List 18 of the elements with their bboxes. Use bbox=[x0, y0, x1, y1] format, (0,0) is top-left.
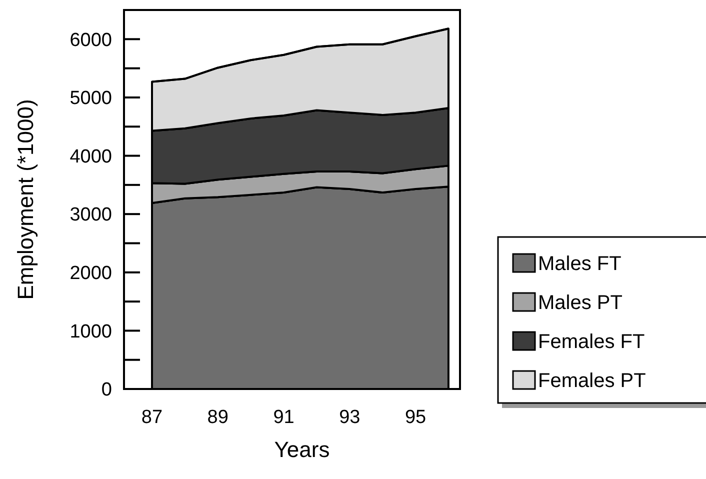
x-tick-label: 93 bbox=[339, 407, 360, 428]
legend-label: Males FT bbox=[538, 253, 622, 275]
y-tick-label: 3000 bbox=[70, 204, 112, 226]
y-tick-label: 2000 bbox=[70, 263, 112, 284]
x-tick-label: 87 bbox=[141, 407, 163, 428]
y-tick-label: 1000 bbox=[70, 321, 112, 342]
x-tick-label: 89 bbox=[207, 407, 228, 428]
y-tick-label: 0 bbox=[101, 380, 112, 401]
x-tick-label: 91 bbox=[273, 407, 294, 428]
y-tick-label: 6000 bbox=[70, 30, 112, 51]
y-axis-title: Employment (*1000) bbox=[13, 99, 38, 300]
legend-label: Females PT bbox=[538, 370, 646, 392]
x-axis-title: Years bbox=[274, 437, 330, 462]
x-tick-label: 95 bbox=[404, 407, 426, 428]
legend-label: Females FT bbox=[538, 331, 645, 353]
legend-label: Males PT bbox=[538, 292, 622, 314]
y-tick-label: 4000 bbox=[70, 146, 112, 168]
y-tick-label: 5000 bbox=[70, 88, 112, 110]
